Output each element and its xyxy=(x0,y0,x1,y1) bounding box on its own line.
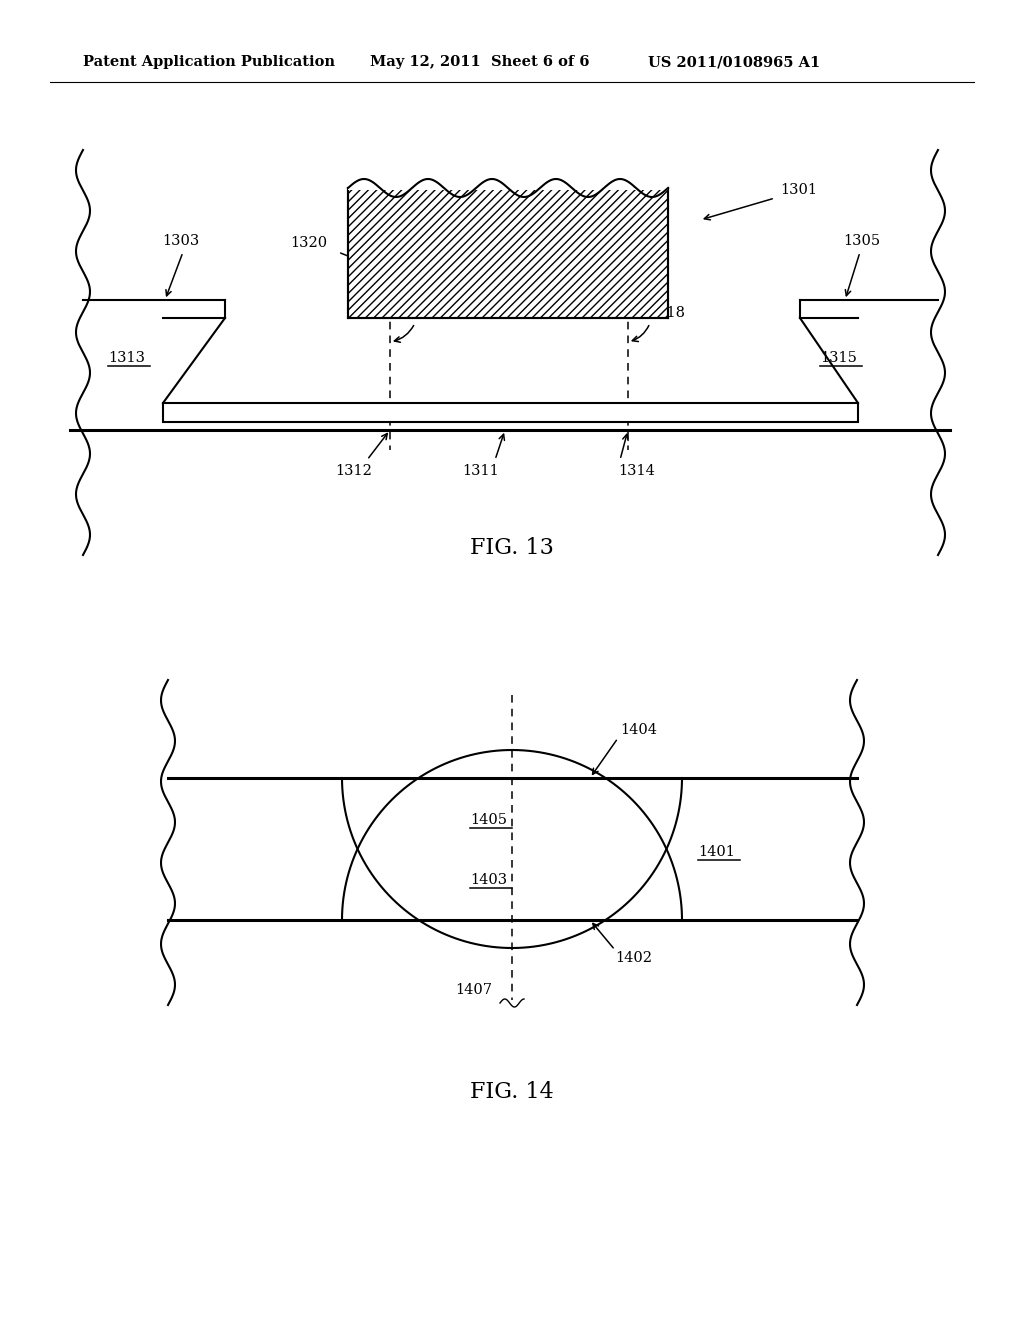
Text: 1301: 1301 xyxy=(780,183,817,197)
Text: 1314: 1314 xyxy=(618,465,655,478)
Text: US 2011/0108965 A1: US 2011/0108965 A1 xyxy=(648,55,820,69)
Text: 1311: 1311 xyxy=(462,465,499,478)
Text: 1317: 1317 xyxy=(412,306,449,319)
Text: 1318: 1318 xyxy=(648,306,685,319)
Text: 1407: 1407 xyxy=(455,983,492,997)
Bar xyxy=(348,187,668,318)
Text: May 12, 2011  Sheet 6 of 6: May 12, 2011 Sheet 6 of 6 xyxy=(370,55,590,69)
Text: FIG. 13: FIG. 13 xyxy=(470,537,554,558)
Bar xyxy=(163,403,858,422)
Bar xyxy=(348,177,668,190)
Text: 1315: 1315 xyxy=(820,351,857,366)
Text: 1312: 1312 xyxy=(335,465,372,478)
Text: 1402: 1402 xyxy=(615,950,652,965)
Text: FIG. 14: FIG. 14 xyxy=(470,1081,554,1104)
Text: 1401: 1401 xyxy=(698,845,735,859)
Text: 1403: 1403 xyxy=(470,873,507,887)
Text: 1405: 1405 xyxy=(470,813,507,828)
Text: 1303: 1303 xyxy=(162,234,200,248)
Text: 1320: 1320 xyxy=(290,236,327,249)
Text: Patent Application Publication: Patent Application Publication xyxy=(83,55,335,69)
Text: 1305: 1305 xyxy=(843,234,880,248)
Text: 1404: 1404 xyxy=(620,723,657,737)
Text: 1313: 1313 xyxy=(108,351,145,366)
